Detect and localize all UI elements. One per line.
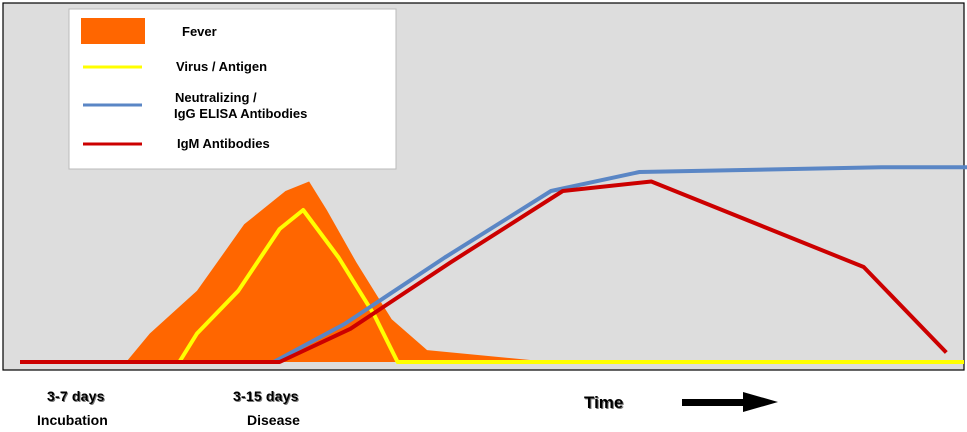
legend: Fever Virus / Antigen Neutralizing / IgG … [68,8,397,170]
series-layer [20,165,967,364]
disease-days-label: 3-15 days [233,388,299,404]
fever-area [20,181,967,362]
incubation-days-label: 3-7 days [47,388,105,404]
legend-swatch-fever [81,18,145,44]
legend-label-fever: Fever [182,24,217,39]
disease-label: Disease [247,412,300,428]
igm-antibodies-line [20,179,948,364]
legend-label-igm: IgM Antibodies [177,136,270,151]
igg-antibodies-line [20,165,967,364]
virus-antigen-line [20,208,964,364]
legend-box [68,8,397,170]
time-label: Time [584,393,624,412]
legend-label-virus: Virus / Antigen [176,59,267,74]
time-arrow-shaft [682,399,744,406]
incubation-label: Incubation [37,412,108,428]
legend-label-igg: Neutralizing / IgG ELISA Antibodies [174,90,307,121]
time-arrow-head [743,392,778,412]
legend-label-igg-line-2: IgG ELISA Antibodies [174,106,307,121]
legend-label-igg-line-1: Neutralizing / [175,90,257,105]
